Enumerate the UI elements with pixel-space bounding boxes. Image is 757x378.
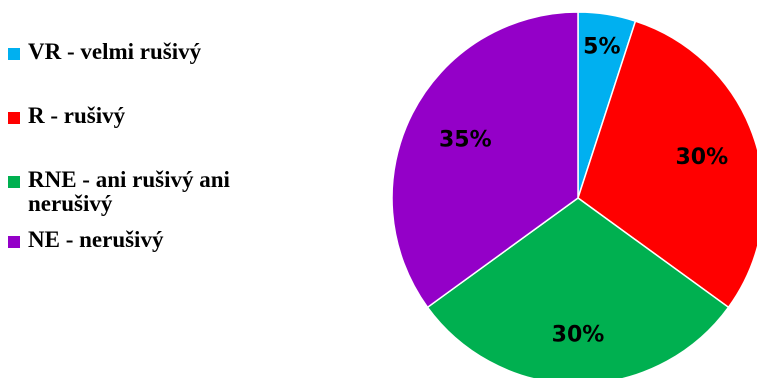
legend-swatch-vr	[8, 48, 20, 60]
legend-item-ne: NE - nerušivý	[8, 228, 298, 252]
legend-swatch-rne	[8, 176, 20, 188]
legend-item-r: R - rušivý	[8, 104, 298, 128]
pie-slice-rne	[426, 197, 730, 378]
legend-label-vr: VR - velmi rušivý	[28, 39, 202, 64]
legend-swatch-ne	[8, 236, 20, 248]
legend-label-ne: NE - nerušivý	[28, 227, 164, 252]
data-label-vr: 5%	[583, 34, 620, 59]
legend-label-r: R - rušivý	[28, 103, 126, 128]
legend-item-rne: RNE - ani rušivý ani nerušivý	[8, 168, 298, 216]
data-label-ne: 35%	[439, 128, 492, 153]
pie-slice-r	[577, 20, 757, 309]
legend-label-rne: RNE - ani rušivý ani nerušivý	[28, 167, 230, 216]
data-label-rne: 30%	[552, 323, 605, 348]
legend-swatch-r	[8, 112, 20, 124]
data-label-r: 30%	[675, 145, 728, 170]
legend-item-vr: VR - velmi rušivý	[8, 40, 298, 64]
pie-slice-ne	[391, 11, 579, 309]
